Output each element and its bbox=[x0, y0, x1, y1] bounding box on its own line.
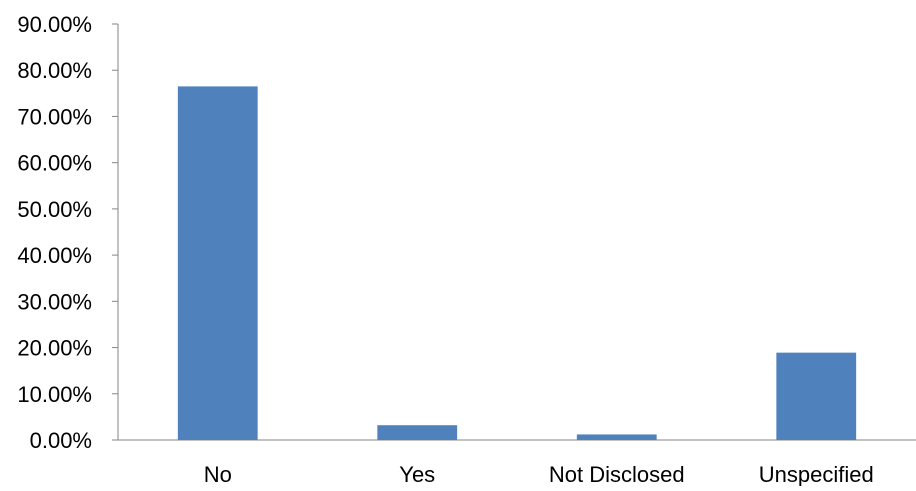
y-tick-label: 30.00% bbox=[17, 289, 92, 314]
bar-unspecified bbox=[776, 352, 857, 440]
x-axis: No Yes Not Disclosed Unspecified bbox=[118, 439, 916, 487]
bar-yes bbox=[377, 425, 458, 440]
bar-not-disclosed bbox=[576, 434, 657, 440]
y-tick-label: 60.00% bbox=[17, 151, 92, 176]
y-tick-label: 0.00% bbox=[30, 428, 92, 453]
y-tick-label: 40.00% bbox=[17, 243, 92, 268]
y-tick-label: 20.00% bbox=[17, 336, 92, 361]
y-tick-label: 80.00% bbox=[17, 58, 92, 83]
x-tick-label: No bbox=[204, 462, 232, 486]
y-tick-label: 70.00% bbox=[17, 104, 92, 129]
bar-no bbox=[177, 86, 258, 441]
x-tick-label: Not Disclosed bbox=[549, 462, 685, 486]
y-tick-label: 90.00% bbox=[17, 12, 92, 37]
y-tick-label: 10.00% bbox=[17, 382, 92, 407]
y-tick-label: 50.00% bbox=[17, 197, 92, 222]
y-axis: 0.00% 10.00% 20.00% 30.00% 40.00% 50.00% 60.00… bbox=[17, 12, 119, 453]
x-tick-label: Unspecified bbox=[759, 462, 874, 486]
bars bbox=[177, 86, 857, 441]
x-tick-label: Yes bbox=[399, 462, 435, 486]
